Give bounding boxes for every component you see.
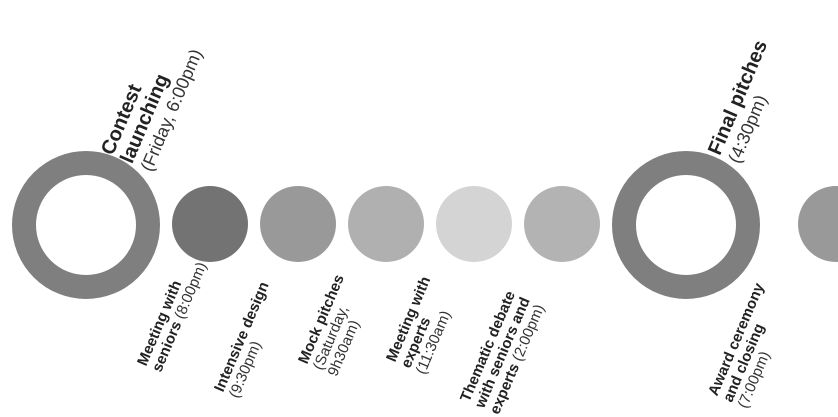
event-dot-meeting-experts	[436, 186, 512, 262]
event-dot-meeting-seniors	[172, 186, 248, 262]
label-contest-launching: Contest launching (Friday, 6:00pm)	[97, 30, 207, 175]
label-intensive-design: Intensive design (9:30pm)	[211, 279, 287, 400]
event-dot-award-ceremony	[798, 186, 838, 262]
event-dot-thematic-debate	[524, 186, 600, 262]
label-thematic-debate: Thematic debate with seniors and experts…	[457, 289, 548, 417]
milestone-ring-launch	[12, 151, 160, 299]
label-final-pitches: Final pitches (4:30pm)	[704, 37, 791, 166]
event-dot-mock-pitches	[348, 186, 424, 262]
label-mock-pitches: Mock pitches (Saturday, 9h30am)	[295, 272, 377, 379]
event-dot-intensive-design	[260, 186, 336, 262]
label-meeting-experts: Meeting with experts (11:30am)	[383, 274, 464, 377]
milestone-ring-final-pitches	[612, 151, 760, 299]
label-award-ceremony: Award ceremony and closing (7:00pm)	[705, 281, 797, 411]
label-meeting-seniors: Meeting with seniors (8:00pm)	[134, 254, 210, 375]
